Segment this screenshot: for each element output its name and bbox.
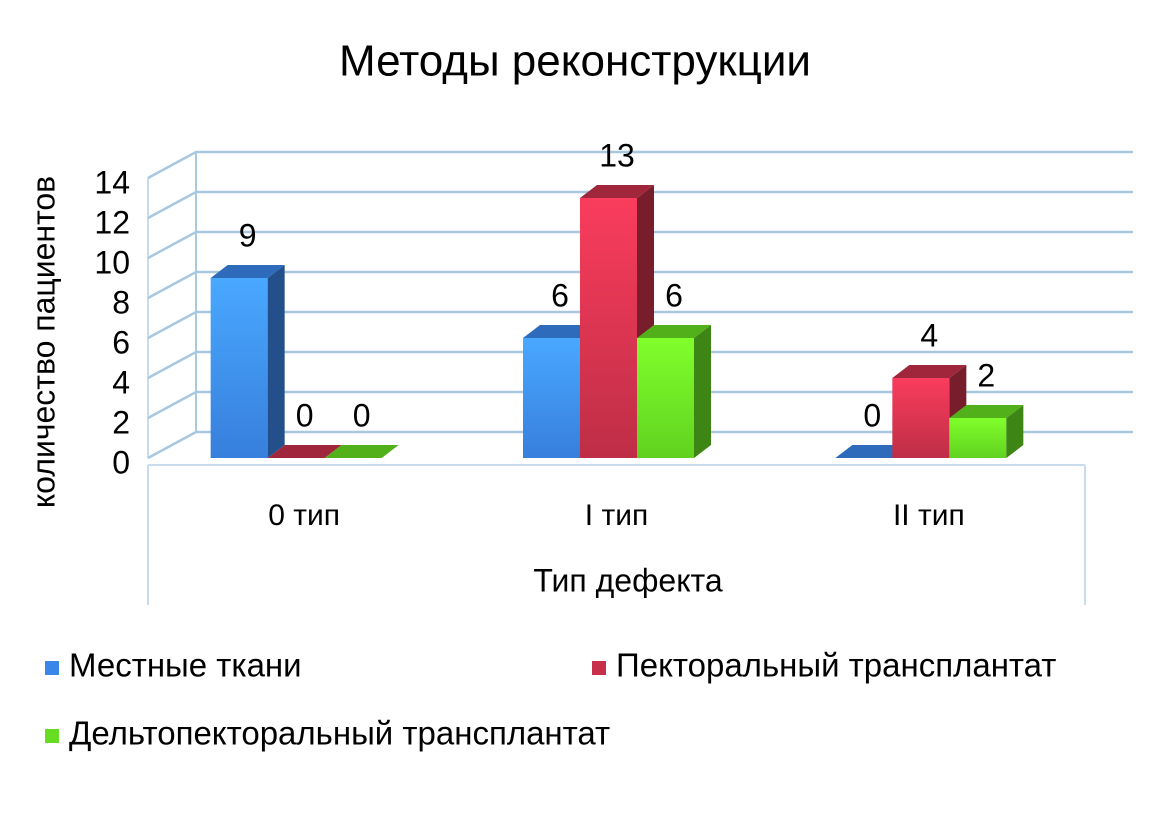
y-tick-label: 14 xyxy=(94,164,130,200)
x-tick-label: 0 тип xyxy=(268,499,340,532)
data-label: 9 xyxy=(239,217,257,253)
chart-title: Методы реконструкции xyxy=(339,37,811,86)
bar xyxy=(580,198,637,458)
bar-top xyxy=(580,185,654,198)
bar-side xyxy=(1006,405,1024,458)
y-tick-label: 6 xyxy=(112,324,130,360)
bar-top xyxy=(949,405,1024,418)
data-label: 13 xyxy=(599,137,635,173)
bar xyxy=(949,418,1007,458)
grid-line xyxy=(147,230,1133,260)
legend-label: Дельтопекторальный трансплантат xyxy=(69,715,610,752)
bar xyxy=(210,278,268,458)
data-label: 6 xyxy=(551,277,569,313)
grid-line xyxy=(147,350,1133,380)
legend-swatch xyxy=(45,661,59,675)
data-label: 0 xyxy=(353,397,371,433)
data-label: 4 xyxy=(920,317,938,353)
bar-side xyxy=(267,265,285,458)
legend-swatch xyxy=(592,661,606,675)
grid-line xyxy=(147,190,1133,220)
data-label: 6 xyxy=(665,277,683,313)
plot-frame xyxy=(147,464,1086,605)
legend-swatch xyxy=(45,729,59,743)
grid-line xyxy=(147,430,1133,460)
bar xyxy=(892,378,950,458)
y-tick-label: 0 xyxy=(112,444,130,480)
y-tick-label: 8 xyxy=(112,284,130,320)
bar xyxy=(523,338,580,458)
y-tick-label: 2 xyxy=(112,404,130,440)
bar-top xyxy=(523,325,597,338)
legend-label: Местные ткани xyxy=(69,647,302,684)
bar-top xyxy=(210,265,285,278)
bar-side xyxy=(694,325,711,458)
y-tick-label: 10 xyxy=(94,244,130,280)
bar-top xyxy=(267,445,342,458)
legend-label: Пекторальный трансплантат xyxy=(616,647,1056,684)
bar-top xyxy=(637,325,711,338)
y-axis-label: количество пациентов xyxy=(25,176,61,508)
grid-line xyxy=(147,310,1133,340)
grid-line xyxy=(147,390,1133,420)
x-axis-label: Тип дефекта xyxy=(533,562,722,598)
bar-top xyxy=(892,365,967,378)
x-tick-label: I тип xyxy=(585,499,648,532)
bar xyxy=(637,338,694,458)
data-label: 0 xyxy=(863,397,881,433)
grid-line xyxy=(147,150,1133,180)
bar-top xyxy=(324,445,399,458)
grid-line xyxy=(147,270,1133,300)
bar-top xyxy=(835,445,910,458)
data-label: 0 xyxy=(296,397,314,433)
y-tick-label: 4 xyxy=(112,364,130,400)
y-tick-label: 12 xyxy=(94,204,130,240)
data-label: 2 xyxy=(977,357,995,393)
x-tick-label: II тип xyxy=(893,499,965,532)
